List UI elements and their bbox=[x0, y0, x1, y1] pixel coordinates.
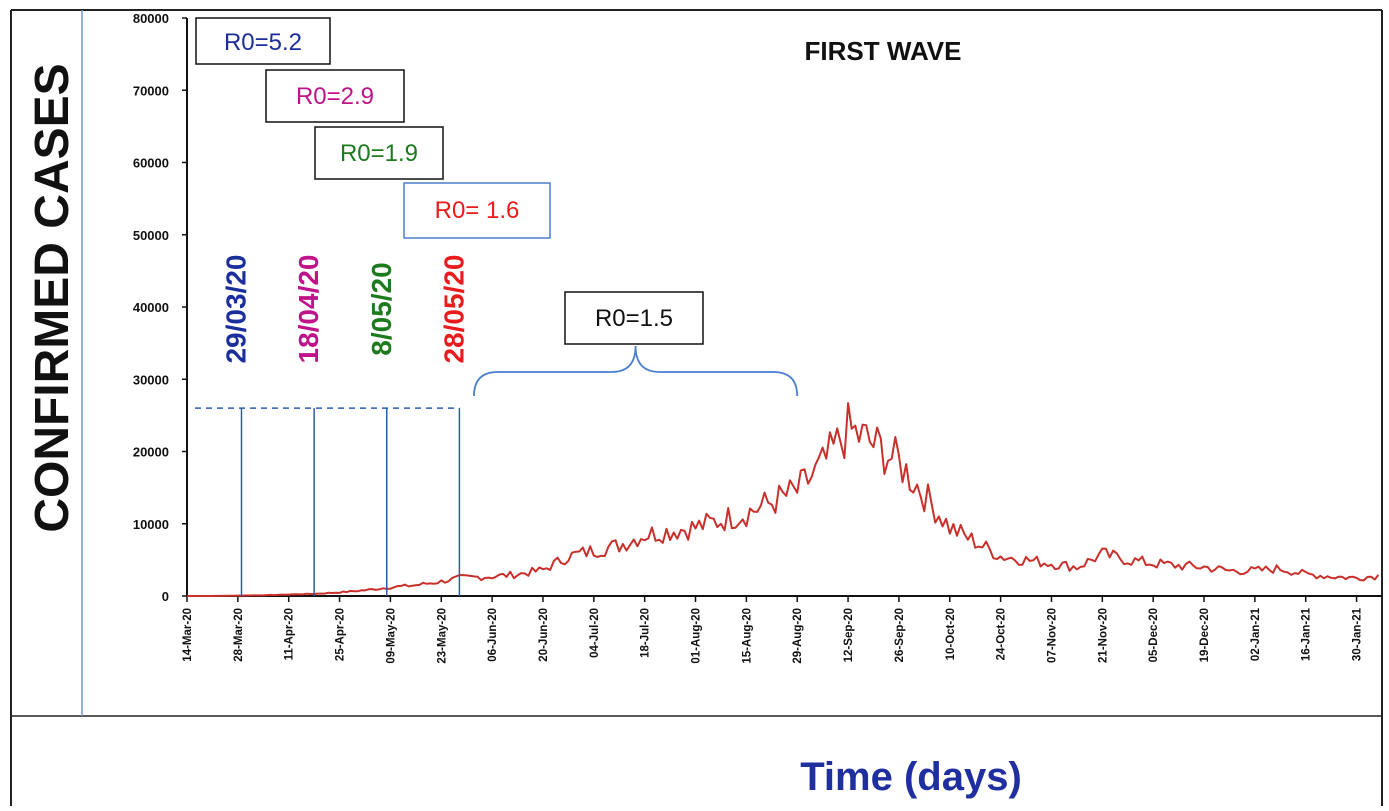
x-tick-label: 21-Nov-20 bbox=[1097, 608, 1109, 663]
r0-box-4: R0= 1.6 bbox=[403, 182, 551, 239]
x-tick-label: 07-Nov-20 bbox=[1046, 608, 1058, 663]
date-label-2: 18/04/20 bbox=[293, 255, 324, 364]
x-tick-label: 02-Jan-21 bbox=[1250, 607, 1262, 661]
y-tick-label: 80000 bbox=[133, 11, 169, 26]
x-tick-label: 11-Apr-20 bbox=[284, 608, 296, 660]
r0-box-3: R0=1.9 bbox=[314, 126, 444, 180]
y-tick-label: 60000 bbox=[133, 156, 169, 171]
y-tick-label: 0 bbox=[162, 589, 169, 604]
x-tick-label: 25-Apr-20 bbox=[335, 608, 347, 661]
r0-box-4-label: R0= 1.6 bbox=[435, 197, 520, 224]
chart-title: FIRST WAVE bbox=[805, 36, 962, 66]
x-tick-label: 26-Sep-20 bbox=[894, 608, 906, 662]
y-tick-label: 50000 bbox=[133, 228, 169, 243]
series-line bbox=[187, 402, 1380, 597]
r0-box-5-label: R0=1.5 bbox=[595, 305, 673, 332]
date-label-3: 8/05/20 bbox=[366, 262, 397, 355]
y-axis-ticks: 0 10000 20000 30000 40000 50000 60000 70000 8000… bbox=[133, 11, 187, 604]
date-label-1: 29/03/20 bbox=[220, 255, 251, 364]
x-tick-label: 10-Oct-20 bbox=[945, 608, 957, 660]
x-tick-label: 28-Mar-20 bbox=[233, 608, 245, 662]
r0-box-2-label: R0=2.9 bbox=[296, 83, 374, 110]
x-tick-label: 18-Jul-20 bbox=[640, 608, 652, 658]
y-tick-label: 40000 bbox=[133, 300, 169, 315]
y-tick-label: 10000 bbox=[133, 517, 169, 532]
y-axis-title: CONFIRMED CASES bbox=[26, 63, 79, 532]
x-tick-label: 24-Oct-20 bbox=[996, 608, 1008, 660]
x-tick-label: 15-Aug-20 bbox=[741, 608, 753, 664]
date-label-4: 28/05/20 bbox=[438, 254, 469, 363]
x-tick-label: 23-May-20 bbox=[436, 608, 448, 664]
x-tick-label: 14-Mar-20 bbox=[182, 608, 194, 662]
x-axis-title: Time (days) bbox=[800, 755, 1022, 799]
r0-box-1-label: R0=5.2 bbox=[224, 29, 302, 56]
curly-brace bbox=[473, 345, 799, 397]
x-tick-label: 29-Aug-20 bbox=[792, 608, 804, 664]
x-tick-label: 12-Sep-20 bbox=[843, 608, 855, 662]
r0-box-3-label: R0=1.9 bbox=[340, 140, 418, 167]
y-tick-label: 20000 bbox=[133, 445, 169, 460]
x-axis-ticks: 14-Mar-20 28-Mar-20 11-Apr-20 25-Apr-20 09-M… bbox=[182, 596, 1364, 664]
r0-box-2: R0=2.9 bbox=[265, 69, 405, 123]
y-tick-label: 70000 bbox=[133, 83, 169, 98]
r0-box-1: R0=5.2 bbox=[195, 17, 331, 65]
x-tick-label: 05-Dec-20 bbox=[1148, 608, 1160, 662]
date-markers bbox=[240, 408, 461, 596]
x-tick-label: 01-Aug-20 bbox=[691, 608, 703, 664]
x-tick-label: 30-Jan-21 bbox=[1352, 607, 1364, 661]
x-tick-label: 09-May-20 bbox=[385, 608, 397, 664]
x-tick-label: 04-Jul-20 bbox=[589, 608, 601, 658]
r0-box-5: R0=1.5 bbox=[564, 291, 704, 345]
x-tick-label: 19-Dec-20 bbox=[1199, 608, 1211, 662]
y-tick-label: 30000 bbox=[133, 372, 169, 387]
x-tick-label: 20-Jun-20 bbox=[538, 608, 550, 662]
x-tick-label: 16-Jan-21 bbox=[1301, 607, 1313, 661]
x-tick-label: 06-Jun-20 bbox=[487, 608, 499, 662]
